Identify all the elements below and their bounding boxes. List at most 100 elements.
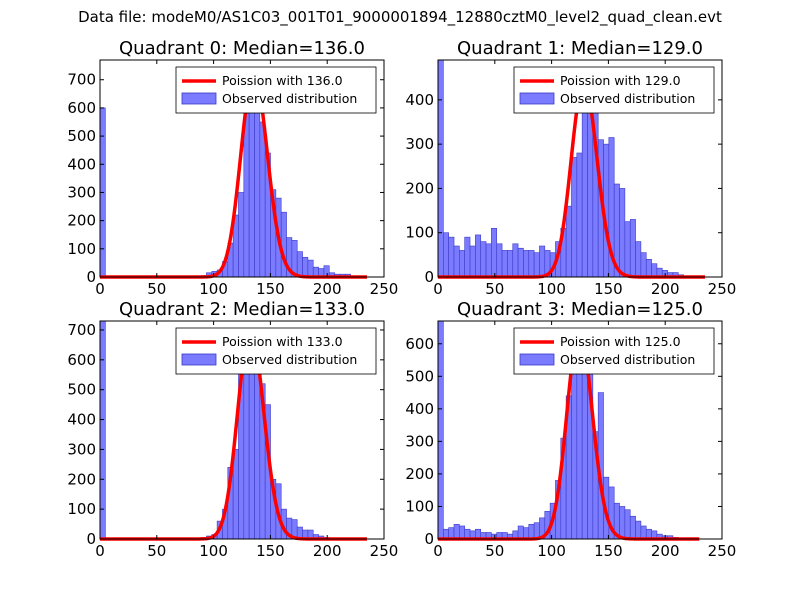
histogram-bar bbox=[238, 192, 245, 278]
histogram-bar bbox=[485, 243, 492, 278]
y-tick-label: 0 bbox=[424, 530, 434, 548]
x-tick-label: 50 bbox=[485, 280, 504, 298]
axes-frame bbox=[99, 320, 385, 540]
x-tick-label: 150 bbox=[594, 542, 623, 560]
histogram-bar bbox=[307, 259, 314, 278]
x-tick-label: 100 bbox=[537, 542, 566, 560]
histogram-bar bbox=[517, 247, 524, 278]
x-tick-label: 0 bbox=[433, 280, 443, 298]
histogram-bar bbox=[464, 236, 471, 278]
histogram-bar bbox=[453, 524, 460, 540]
x-tick-label: 50 bbox=[147, 542, 166, 560]
y-tick-label: 400 bbox=[67, 411, 96, 429]
x-tick-label: 250 bbox=[370, 280, 399, 298]
legend-poisson-label: Poission with 125.0 bbox=[560, 334, 681, 349]
x-tick-label: 200 bbox=[651, 280, 680, 298]
legend-box bbox=[513, 66, 715, 114]
y-tick-label: 100 bbox=[405, 497, 434, 515]
figure-suptitle: Data file: modeM0/AS1C03_001T01_90000018… bbox=[78, 8, 722, 26]
subplot-title: Quadrant 2: Median=133.0 bbox=[119, 299, 365, 320]
legend-poisson-label: Poission with 133.0 bbox=[222, 334, 343, 349]
subplot-2: 0 50 100 150 200 250 0 100 200 300 400 500 600 700 Qua… bbox=[67, 299, 398, 560]
y-tick-label: 100 bbox=[67, 500, 96, 518]
axes-frame bbox=[437, 320, 723, 540]
histogram-bar bbox=[635, 241, 642, 278]
y-tick-label: 200 bbox=[405, 465, 434, 483]
legend-box bbox=[175, 66, 377, 114]
histogram-bar bbox=[624, 221, 631, 278]
histogram-bar bbox=[501, 250, 508, 278]
x-tick-label: 150 bbox=[256, 542, 285, 560]
histogram-bar bbox=[243, 113, 250, 278]
subplot-title: Quadrant 3: Median=125.0 bbox=[457, 299, 703, 320]
x-tick-label: 0 bbox=[95, 542, 105, 560]
legend-observed-label: Observed distribution bbox=[222, 91, 357, 106]
y-tick-label: 400 bbox=[405, 91, 434, 109]
histogram-bar bbox=[517, 525, 524, 540]
y-tick-label: 600 bbox=[67, 99, 96, 117]
histogram-bar bbox=[629, 219, 636, 278]
y-tick-label: 0 bbox=[86, 530, 96, 548]
histogram-bar bbox=[651, 263, 658, 278]
subplot-title: Quadrant 1: Median=129.0 bbox=[457, 38, 703, 59]
y-tick-label: 600 bbox=[405, 335, 434, 353]
y-tick-label: 100 bbox=[67, 240, 96, 258]
histogram-bar bbox=[459, 525, 465, 540]
x-tick-label: 250 bbox=[370, 542, 399, 560]
histogram-bar bbox=[453, 245, 460, 278]
legend-poisson-label: Poission with 136.0 bbox=[222, 73, 343, 88]
histogram-bar bbox=[491, 227, 498, 278]
x-tick-label: 200 bbox=[313, 280, 342, 298]
y-tick-label: 100 bbox=[405, 224, 434, 242]
histogram-bar bbox=[619, 188, 626, 278]
legend-observed-swatch bbox=[181, 353, 217, 366]
y-tick-label: 0 bbox=[424, 268, 434, 286]
y-tick-label: 300 bbox=[67, 440, 96, 458]
subplot-0: 0 50 100 150 200 250 0 100 200 300 400 500 600 700 Qua… bbox=[67, 38, 398, 298]
y-tick-label: 400 bbox=[67, 155, 96, 173]
y-tick-label: 700 bbox=[67, 321, 96, 339]
legend-box bbox=[513, 327, 715, 375]
histogram-bar bbox=[640, 525, 647, 540]
axes-frame bbox=[437, 59, 723, 278]
y-tick-label: 300 bbox=[405, 135, 434, 153]
y-tick-label: 200 bbox=[67, 212, 96, 230]
histogram-bar bbox=[302, 256, 309, 278]
y-tick-label: 500 bbox=[67, 127, 96, 145]
x-tick-label: 150 bbox=[256, 280, 285, 298]
histogram-bar bbox=[576, 152, 583, 278]
legend-observed-label: Observed distribution bbox=[560, 352, 695, 367]
y-tick-label: 300 bbox=[67, 183, 96, 201]
x-tick-label: 0 bbox=[433, 542, 443, 560]
histogram-bar bbox=[528, 250, 535, 278]
histogram-bar bbox=[437, 59, 444, 278]
x-tick-label: 0 bbox=[95, 280, 105, 298]
histogram-bar bbox=[533, 252, 540, 278]
legend-observed-swatch bbox=[519, 92, 555, 105]
y-tick-label: 700 bbox=[67, 71, 96, 89]
histogram-bar bbox=[539, 245, 546, 278]
histogram-bar bbox=[571, 157, 578, 278]
subplot-title: Quadrant 0: Median=136.0 bbox=[119, 38, 365, 59]
histogram-bar bbox=[619, 506, 626, 540]
x-tick-label: 150 bbox=[594, 280, 623, 298]
histogram-bar bbox=[459, 250, 465, 278]
x-tick-label: 100 bbox=[199, 280, 228, 298]
histogram-bar bbox=[480, 241, 487, 278]
legend-observed-swatch bbox=[519, 353, 555, 366]
legend-observed-swatch bbox=[181, 92, 217, 105]
y-tick-label: 500 bbox=[67, 381, 96, 399]
histogram-bar bbox=[448, 236, 455, 278]
histogram-bar bbox=[624, 509, 631, 540]
histogram-bar bbox=[512, 243, 519, 278]
y-tick-label: 0 bbox=[86, 268, 96, 286]
histogram-bar bbox=[296, 251, 303, 278]
histogram-bar bbox=[469, 245, 476, 278]
y-tick-label: 200 bbox=[67, 470, 96, 488]
histogram-bar bbox=[443, 232, 449, 278]
y-tick-label: 200 bbox=[405, 179, 434, 197]
axes-frame bbox=[99, 59, 385, 278]
x-tick-label: 100 bbox=[537, 280, 566, 298]
histogram-bar bbox=[507, 250, 514, 278]
